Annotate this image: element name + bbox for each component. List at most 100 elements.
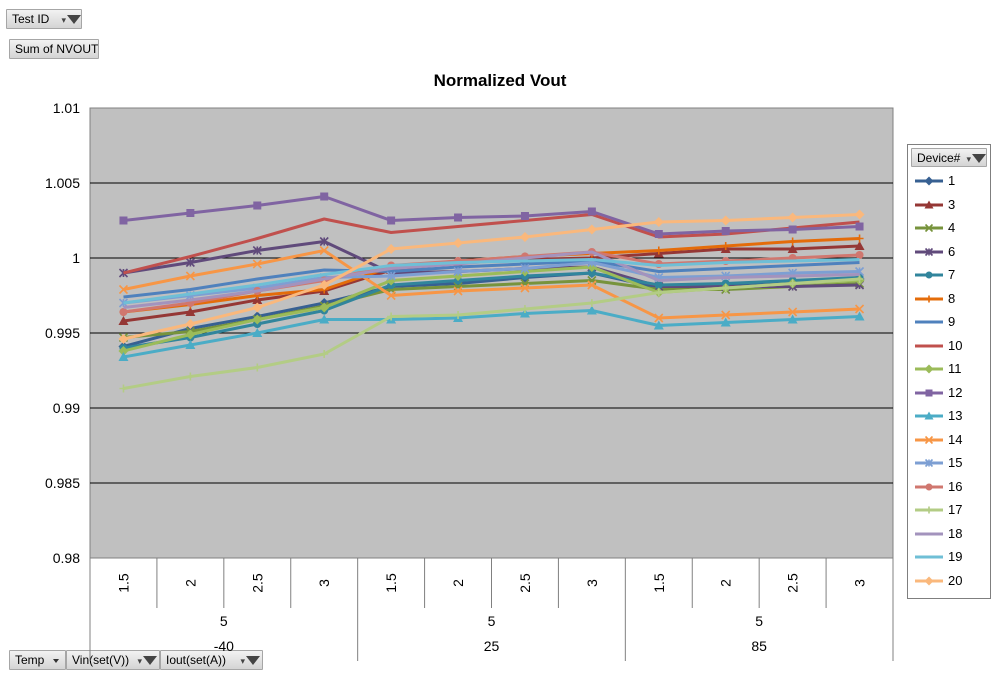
data-point <box>119 384 128 393</box>
data-point <box>119 216 128 225</box>
x-tick-label: 2 <box>450 579 466 587</box>
filter-icon: ▾ <box>238 652 260 669</box>
data-point <box>320 350 329 358</box>
legend-label: 1 <box>948 173 956 188</box>
series-line-9 <box>123 259 860 299</box>
data-point <box>185 329 196 340</box>
data-point <box>653 320 664 330</box>
data-point <box>185 271 195 281</box>
x-group-label-vin: 5 <box>755 613 763 629</box>
sum-of-nvout-button[interactable]: Sum of NVOUT <box>9 39 99 59</box>
data-point <box>386 290 396 301</box>
data-point <box>720 317 731 327</box>
legend-swatch <box>915 364 943 374</box>
data-point <box>453 286 463 296</box>
data-point <box>854 209 865 220</box>
legend-item-12: 12 <box>914 383 988 403</box>
legend-label: 20 <box>948 572 963 588</box>
data-point <box>587 269 596 277</box>
data-point <box>185 307 196 316</box>
x-tick-label: 2 <box>718 579 734 587</box>
legend-swatch <box>915 295 943 302</box>
data-point <box>855 251 864 259</box>
legend-swatch <box>915 176 943 186</box>
x-tick-label: 3 <box>584 579 600 587</box>
legend-swatch <box>915 247 943 256</box>
legend-swatch <box>915 271 943 279</box>
data-point <box>721 242 730 250</box>
data-point <box>118 334 129 344</box>
legend-label: 8 <box>948 290 956 306</box>
series-9 <box>123 259 860 299</box>
x-group-label-temp: 25 <box>484 638 500 654</box>
data-point <box>252 314 263 325</box>
series-line-10 <box>123 213 860 275</box>
device-field-label: Device# <box>917 151 961 165</box>
legend-item-6: 6 <box>914 242 988 262</box>
device-filter-button[interactable]: Device# ▾ <box>911 148 987 167</box>
iout-field-button[interactable]: Iout(set(A)) ▾ <box>160 650 263 670</box>
series-17 <box>119 275 864 393</box>
iout-field-label: Iout(set(A)) <box>166 653 227 667</box>
legend-label: 12 <box>948 384 963 400</box>
test-id-filter-button[interactable]: Test ID ▾ <box>6 9 82 29</box>
data-point <box>787 244 798 253</box>
data-point <box>520 263 530 274</box>
data-point <box>586 224 597 235</box>
filter-icon: ▾ <box>59 11 81 28</box>
legend-swatch <box>915 483 943 490</box>
legend-label: 18 <box>948 525 963 541</box>
data-point <box>319 280 330 290</box>
legend-label: 10 <box>948 337 963 353</box>
data-point <box>855 222 864 231</box>
legend-item-16: 16 <box>914 477 988 497</box>
legend-item-15: 15 <box>914 453 988 473</box>
data-point <box>118 284 129 295</box>
legend-item-4: 4 <box>914 218 988 238</box>
data-point <box>788 225 797 234</box>
legend-item-8: 8 <box>914 289 988 309</box>
legend-item-1: 1 <box>914 171 988 191</box>
series-line-15 <box>123 261 860 305</box>
legend-label: 17 <box>948 502 963 517</box>
x-group-label-vin: 5 <box>488 613 496 629</box>
x-tick-label: 1.5 <box>383 573 399 593</box>
data-point <box>855 275 864 283</box>
legend-label: 16 <box>948 478 963 494</box>
data-point <box>185 319 196 329</box>
legend-label: 6 <box>948 243 956 259</box>
y-tick-label: 0.995 <box>45 325 80 341</box>
legend-swatch <box>915 555 943 559</box>
x-tick-label: 1.5 <box>115 573 131 593</box>
legend-item-3: 3 <box>914 195 988 215</box>
data-point <box>654 313 664 323</box>
legend-item-18: 18 <box>914 524 988 544</box>
legend-label: 11 <box>948 361 962 376</box>
data-point <box>118 298 129 308</box>
test-id-label: Test ID <box>12 12 50 26</box>
legend-item-13: 13 <box>914 406 988 426</box>
legend-label: 14 <box>948 431 963 447</box>
data-point <box>787 314 798 324</box>
legend-item-7: 7 <box>914 265 988 285</box>
data-point <box>320 192 329 201</box>
data-point <box>587 207 596 216</box>
data-point <box>721 227 730 235</box>
data-point <box>454 311 463 319</box>
data-point <box>252 302 263 313</box>
legend-item-11: 11 <box>914 359 988 379</box>
y-tick-label: 1.01 <box>53 100 80 116</box>
series-line-7 <box>123 271 860 350</box>
data-point <box>520 305 529 313</box>
series-line-20 <box>123 213 860 341</box>
temp-field-button[interactable]: Temp <box>9 650 66 670</box>
legend-swatch <box>915 506 943 514</box>
data-point <box>319 245 329 256</box>
x-group-label-vin: 5 <box>220 613 228 629</box>
data-point <box>252 245 262 256</box>
data-point <box>387 312 396 321</box>
data-point <box>118 352 129 361</box>
chart-title: Normalized Vout <box>434 71 567 90</box>
data-point <box>520 212 529 220</box>
